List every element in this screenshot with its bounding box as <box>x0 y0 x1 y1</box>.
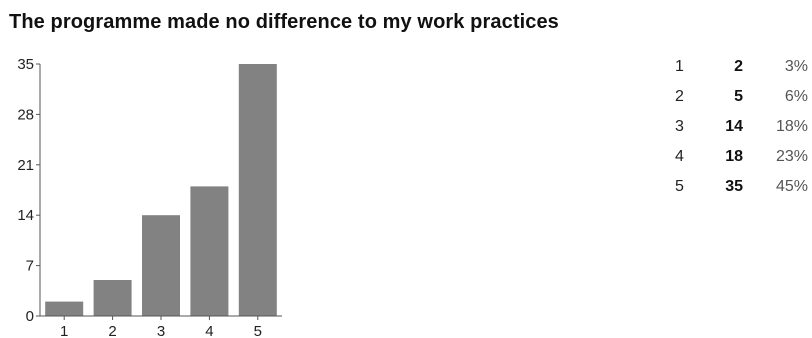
y-tick-label: 14 <box>17 207 34 224</box>
x-tick-label: 1 <box>60 323 68 338</box>
summary-option: 3 <box>675 118 684 135</box>
summary-count: 18 <box>725 148 743 165</box>
summary-percent: 23% <box>775 148 808 165</box>
bar <box>190 186 229 316</box>
summary-percent: 45% <box>775 178 808 195</box>
x-tick-label: 2 <box>108 323 116 338</box>
chart-title: The programme made no difference to my w… <box>9 11 559 33</box>
y-tick-label: 7 <box>26 258 34 275</box>
y-tick-label: 0 <box>26 308 34 325</box>
y-tick-label: 21 <box>17 157 34 174</box>
x-tick-label: 4 <box>205 323 213 338</box>
x-tick-label: 5 <box>254 323 262 338</box>
bar-chart: 1 2 3 4 5 0 7 14 21 28 35 <box>17 56 282 338</box>
bar <box>45 301 84 316</box>
y-tick-label: 35 <box>17 56 34 73</box>
summary-option: 1 <box>675 58 684 75</box>
summary-count: 2 <box>734 58 743 75</box>
summary-option: 4 <box>675 148 684 165</box>
summary-count: 35 <box>725 178 743 195</box>
summary-option: 2 <box>675 88 684 105</box>
summary-count: 5 <box>734 88 743 105</box>
bar <box>93 280 132 316</box>
summary-percent: 6% <box>784 88 808 105</box>
summary-percent: 3% <box>784 58 808 75</box>
x-tick-label: 3 <box>157 323 165 338</box>
bar <box>142 215 180 316</box>
y-tick-label: 28 <box>17 106 34 123</box>
summary-percent: 18% <box>775 118 808 135</box>
summary-count: 14 <box>725 118 743 135</box>
summary-option: 5 <box>675 178 684 195</box>
bar <box>238 64 277 316</box>
